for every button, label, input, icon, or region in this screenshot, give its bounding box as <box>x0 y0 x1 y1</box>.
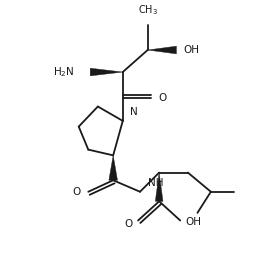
Polygon shape <box>148 46 176 54</box>
Polygon shape <box>90 68 123 76</box>
Text: N: N <box>130 107 138 117</box>
Text: O: O <box>159 93 167 103</box>
Text: CH$_3$: CH$_3$ <box>138 3 158 17</box>
Text: NH: NH <box>148 178 163 188</box>
Text: OH: OH <box>184 45 200 55</box>
Polygon shape <box>155 173 163 201</box>
Text: O: O <box>124 219 133 229</box>
Text: H$_2$N: H$_2$N <box>53 65 75 79</box>
Polygon shape <box>109 155 118 180</box>
Text: O: O <box>73 187 81 197</box>
Text: OH: OH <box>186 217 202 227</box>
